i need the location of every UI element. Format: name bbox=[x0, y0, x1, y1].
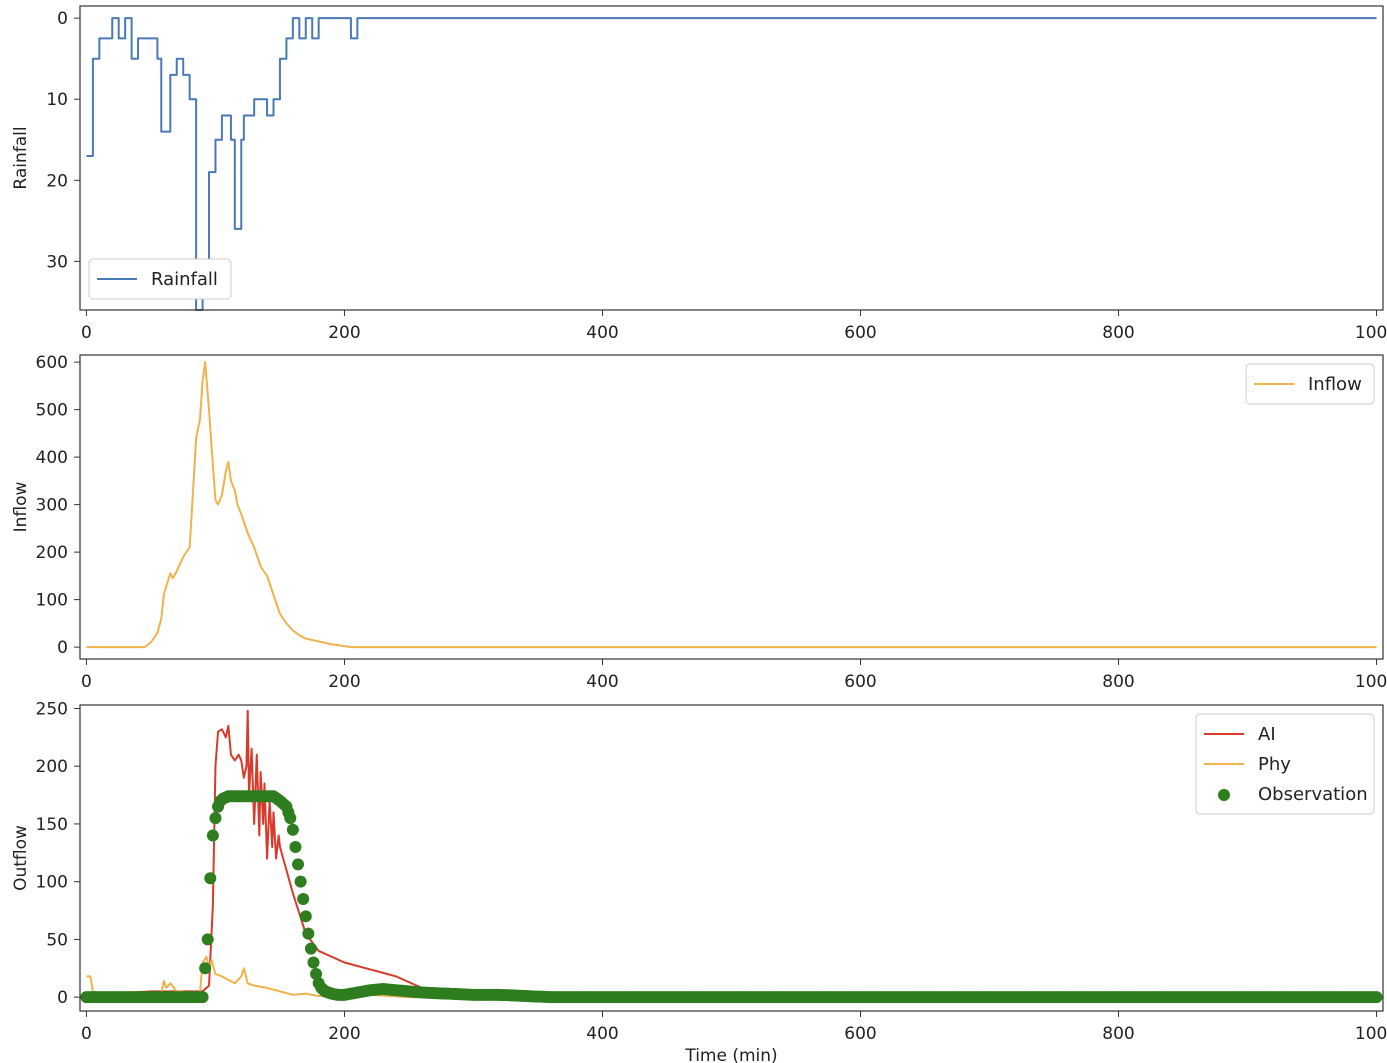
y-tick-label: 0 bbox=[57, 988, 68, 1008]
x-tick-label: 200 bbox=[328, 672, 360, 692]
y-tick-label: 20 bbox=[46, 171, 68, 191]
legend-label: AI bbox=[1258, 724, 1276, 745]
observation-point bbox=[201, 933, 214, 946]
y-tick-label: 600 bbox=[36, 353, 68, 373]
observation-point bbox=[304, 942, 317, 955]
observation-point bbox=[204, 872, 217, 885]
x-tick-label: 0 bbox=[81, 323, 92, 343]
x-tick-label: 800 bbox=[1102, 323, 1134, 343]
y-tick-label: 100 bbox=[36, 591, 68, 611]
x-tick-label: 200 bbox=[328, 323, 360, 343]
y-tick-label: 200 bbox=[36, 543, 68, 563]
plot-frame bbox=[79, 354, 1384, 660]
observation-point bbox=[297, 892, 310, 905]
series-inflow-line bbox=[86, 361, 1377, 649]
observation-point bbox=[199, 962, 212, 975]
observation-point bbox=[286, 823, 299, 836]
y-tick-label: 0 bbox=[57, 9, 68, 29]
y-tick-label: 400 bbox=[36, 448, 68, 468]
legend-label: Rainfall bbox=[151, 269, 218, 290]
legend-box bbox=[1195, 713, 1375, 815]
observation-point bbox=[299, 910, 312, 923]
x-tick-label: 600 bbox=[844, 672, 876, 692]
x-axis-label: Time (min) bbox=[684, 1046, 777, 1063]
y-tick-label: 30 bbox=[46, 252, 68, 272]
plot-frame bbox=[79, 704, 1384, 1012]
legend-box bbox=[1245, 363, 1375, 405]
x-tick-label: 800 bbox=[1102, 672, 1134, 692]
legend-label: Observation bbox=[1258, 784, 1368, 805]
series-observation bbox=[80, 790, 1383, 1004]
x-tick-label: 400 bbox=[586, 1024, 618, 1044]
y-tick-label: 100 bbox=[36, 873, 68, 893]
x-tick-label: 800 bbox=[1102, 1024, 1134, 1044]
legend: AI Phy Observation bbox=[1195, 713, 1375, 815]
observation-point bbox=[206, 829, 219, 842]
x-tick-label: 0 bbox=[81, 672, 92, 692]
x-tick-label: 400 bbox=[586, 323, 618, 343]
x-tick-label: 600 bbox=[844, 323, 876, 343]
legend-box bbox=[88, 258, 232, 300]
y-tick-label: 0 bbox=[57, 638, 68, 658]
series-rainfall-line bbox=[86, 17, 1377, 311]
y-tick-label: 500 bbox=[36, 401, 68, 421]
y-tick-label: 250 bbox=[36, 699, 68, 719]
observation-point bbox=[294, 875, 307, 888]
x-tick-label: 400 bbox=[586, 672, 618, 692]
series-ai-line bbox=[86, 709, 1377, 997]
observation-point bbox=[302, 927, 315, 940]
observation-point bbox=[196, 991, 209, 1004]
x-tick-label: 600 bbox=[844, 1024, 876, 1044]
observation-point bbox=[284, 812, 297, 825]
y-tick-label: 200 bbox=[36, 757, 68, 777]
y-tick-label: 150 bbox=[36, 815, 68, 835]
y-tick-label: 300 bbox=[36, 496, 68, 516]
series-phy-line bbox=[86, 955, 1377, 999]
y-axis-label: Outflow bbox=[11, 825, 31, 891]
observation-point bbox=[307, 956, 320, 969]
observation-point bbox=[292, 858, 305, 871]
observation-point bbox=[209, 812, 222, 825]
legend: Inflow bbox=[1245, 363, 1375, 405]
plot-frame bbox=[79, 5, 1384, 311]
y-axis-label: Rainfall bbox=[11, 126, 31, 189]
observation-point bbox=[289, 841, 302, 854]
y-tick-label: 10 bbox=[46, 90, 68, 110]
legend-marker bbox=[1218, 789, 1230, 801]
observation-point bbox=[310, 968, 323, 981]
legend-label: Phy bbox=[1258, 754, 1291, 775]
observation-point bbox=[1370, 991, 1383, 1004]
legend: Rainfall bbox=[88, 258, 232, 300]
x-tick-label: 200 bbox=[328, 1024, 360, 1044]
y-axis-label: Inflow bbox=[11, 482, 31, 533]
legend-label: Inflow bbox=[1308, 374, 1362, 395]
x-tick-label: 0 bbox=[81, 1024, 92, 1044]
y-tick-label: 50 bbox=[46, 930, 68, 950]
